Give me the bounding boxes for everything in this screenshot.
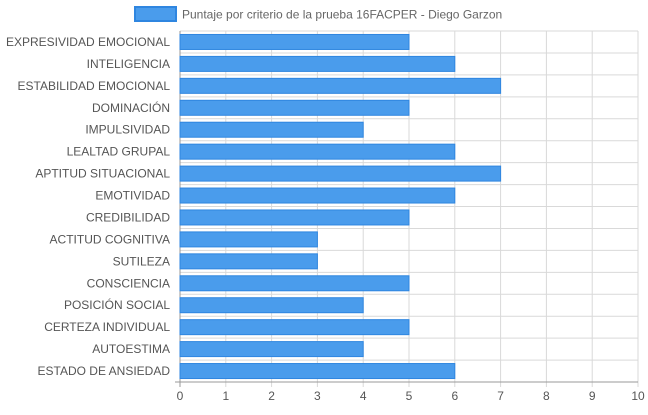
y-axis-label: CONSCIENCIA [87,276,170,290]
y-axis-label: DOMINACIÓN [92,100,170,115]
x-axis-tick-label: 0 [177,389,184,403]
bar[interactable] [179,33,410,50]
x-axis-tick-label: 3 [314,389,321,403]
y-axis-label: ESTADO DE ANSIEDAD [38,364,171,378]
x-axis-tick-label: 2 [268,389,275,403]
y-axis-label: LEALTAD GRUPAL [67,145,171,159]
x-axis-tick-label: 5 [406,389,413,403]
y-axis-label: ACTITUD COGNITIVA [50,232,170,246]
y-axis-label: CREDIBILIDAD [86,210,170,224]
bar[interactable] [179,99,410,116]
x-axis-tick-label: 10 [631,389,645,403]
y-axis-label: EXPRESIVIDAD EMOCIONAL [6,35,170,49]
bar[interactable] [179,341,364,358]
bar[interactable] [179,231,318,248]
bar[interactable] [179,77,502,94]
bars [179,33,502,380]
bar[interactable] [179,363,456,380]
y-axis-label: POSICIÓN SOCIAL [64,297,170,312]
x-axis-tick-label: 8 [543,389,550,403]
x-axis-tick-labels: 0 1 2 3 4 5 6 7 8 9 10 [177,389,645,403]
y-axis-label: EMOTIVIDAD [95,189,170,203]
x-axis-tick-label: 6 [451,389,458,403]
y-axis-label: ESTABILIDAD EMOCIONAL [18,79,171,93]
x-axis-tick-label: 7 [497,389,504,403]
bar[interactable] [179,187,456,204]
x-axis-tick-label: 9 [589,389,596,403]
legend-label[interactable]: Puntaje por criterio de la prueba 16FACP… [182,8,502,22]
bar[interactable] [179,143,456,160]
y-axis-label: INTELIGENCIA [87,57,170,71]
y-axis-label: AUTOESTIMA [92,342,170,356]
y-axis-label: CERTEZA INDIVIDUAL [44,320,170,334]
y-axis-label: SUTILEZA [113,254,170,268]
x-axis-tick-label: 1 [222,389,229,403]
legend[interactable]: Puntaje por criterio de la prueba 16FACP… [134,6,502,22]
y-axis-label: IMPULSIVIDAD [85,123,170,137]
legend-swatch[interactable] [134,6,177,22]
bar[interactable] [179,55,456,72]
bar[interactable] [179,319,410,336]
y-axis-labels: EXPRESIVIDAD EMOCIONAL INTELIGENCIA ESTABI… [6,35,170,378]
bar[interactable] [179,165,502,182]
y-axis-label: APTITUD SITUACIONAL [35,167,170,181]
bar[interactable] [179,121,364,138]
bar[interactable] [179,209,410,226]
bar[interactable] [179,297,364,314]
x-axis-tick-label: 4 [360,389,367,403]
bar[interactable] [179,275,410,292]
bar[interactable] [179,253,318,270]
